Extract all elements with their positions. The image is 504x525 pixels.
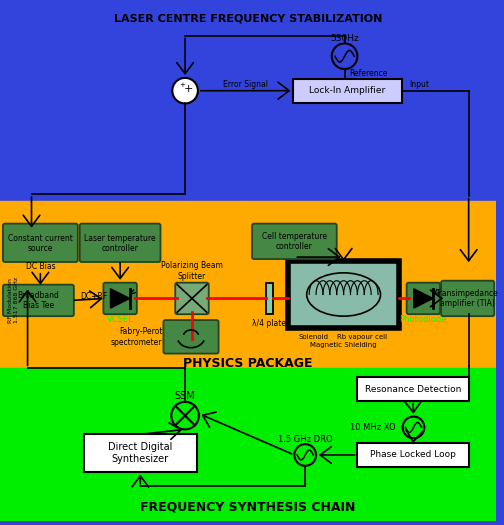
FancyBboxPatch shape	[407, 282, 440, 314]
FancyBboxPatch shape	[103, 282, 137, 314]
Text: Input: Input	[409, 80, 429, 89]
FancyBboxPatch shape	[441, 281, 494, 316]
Bar	[293, 79, 402, 102]
Bar	[84, 434, 197, 472]
Polygon shape	[110, 289, 130, 308]
Text: Laser temperature
controller: Laser temperature controller	[84, 234, 156, 253]
Text: Constant current
source: Constant current source	[8, 234, 73, 253]
Text: +: +	[183, 83, 193, 94]
FancyBboxPatch shape	[3, 285, 74, 316]
Bar	[0, 369, 496, 521]
FancyBboxPatch shape	[252, 224, 337, 259]
Text: Reference: Reference	[349, 69, 388, 78]
FancyBboxPatch shape	[175, 282, 209, 314]
Text: Direct Digital
Synthesizer: Direct Digital Synthesizer	[108, 442, 172, 464]
Text: Error Signal: Error Signal	[223, 80, 268, 89]
Text: 530Hz: 530Hz	[330, 34, 359, 43]
Text: +: +	[179, 82, 185, 88]
FancyBboxPatch shape	[163, 320, 219, 353]
Text: PHYSICS PACKAGE: PHYSICS PACKAGE	[183, 357, 313, 370]
Text: Cell temperature
controller: Cell temperature controller	[262, 232, 327, 251]
Bar	[288, 261, 399, 328]
Text: Lock-In Amplifier: Lock-In Amplifier	[309, 86, 386, 95]
Circle shape	[172, 78, 198, 103]
FancyBboxPatch shape	[3, 224, 78, 262]
Text: Polarizing Beam
Splitter: Polarizing Beam Splitter	[161, 261, 223, 280]
Text: 10 MHz XO: 10 MHz XO	[350, 423, 396, 432]
Text: DC Bias: DC Bias	[26, 262, 55, 271]
Text: Transimpedance
amplifier (TIA): Transimpedance amplifier (TIA)	[436, 289, 499, 308]
FancyBboxPatch shape	[80, 224, 160, 262]
Text: Phase Locked Loop: Phase Locked Loop	[370, 450, 456, 459]
Text: Solenoid: Solenoid	[298, 334, 328, 340]
Bar	[0, 201, 496, 369]
Text: FREQUENCY SYNTHESIS CHAIN: FREQUENCY SYNTHESIS CHAIN	[141, 501, 356, 513]
Bar	[357, 443, 469, 467]
Bar	[266, 282, 273, 314]
Text: Broadband
Bias Tee: Broadband Bias Tee	[18, 291, 59, 310]
Text: LASER CENTRE FREQUENCY STABILIZATION: LASER CENTRE FREQUENCY STABILIZATION	[114, 14, 383, 24]
Text: SSM: SSM	[175, 391, 196, 401]
Bar	[357, 377, 469, 401]
Polygon shape	[414, 289, 433, 308]
Text: λ/4 plate: λ/4 plate	[253, 319, 286, 328]
Text: Magnetic Shielding: Magnetic Shielding	[310, 342, 377, 348]
Text: 1.5 GHz DRO: 1.5 GHz DRO	[278, 435, 333, 444]
Text: RF Modulation
1.517 868 GHz: RF Modulation 1.517 868 GHz	[9, 277, 19, 323]
Text: Fabry-Perot
spectrometer: Fabry-Perot spectrometer	[111, 327, 162, 346]
Text: Photodiode: Photodiode	[400, 314, 447, 323]
Text: Rb vapour cell: Rb vapour cell	[337, 334, 388, 340]
Text: VCSEL: VCSEL	[107, 314, 134, 323]
Text: Resonance Detection: Resonance Detection	[365, 384, 461, 394]
Bar	[0, 4, 496, 201]
Text: DC+RF: DC+RF	[80, 292, 107, 301]
